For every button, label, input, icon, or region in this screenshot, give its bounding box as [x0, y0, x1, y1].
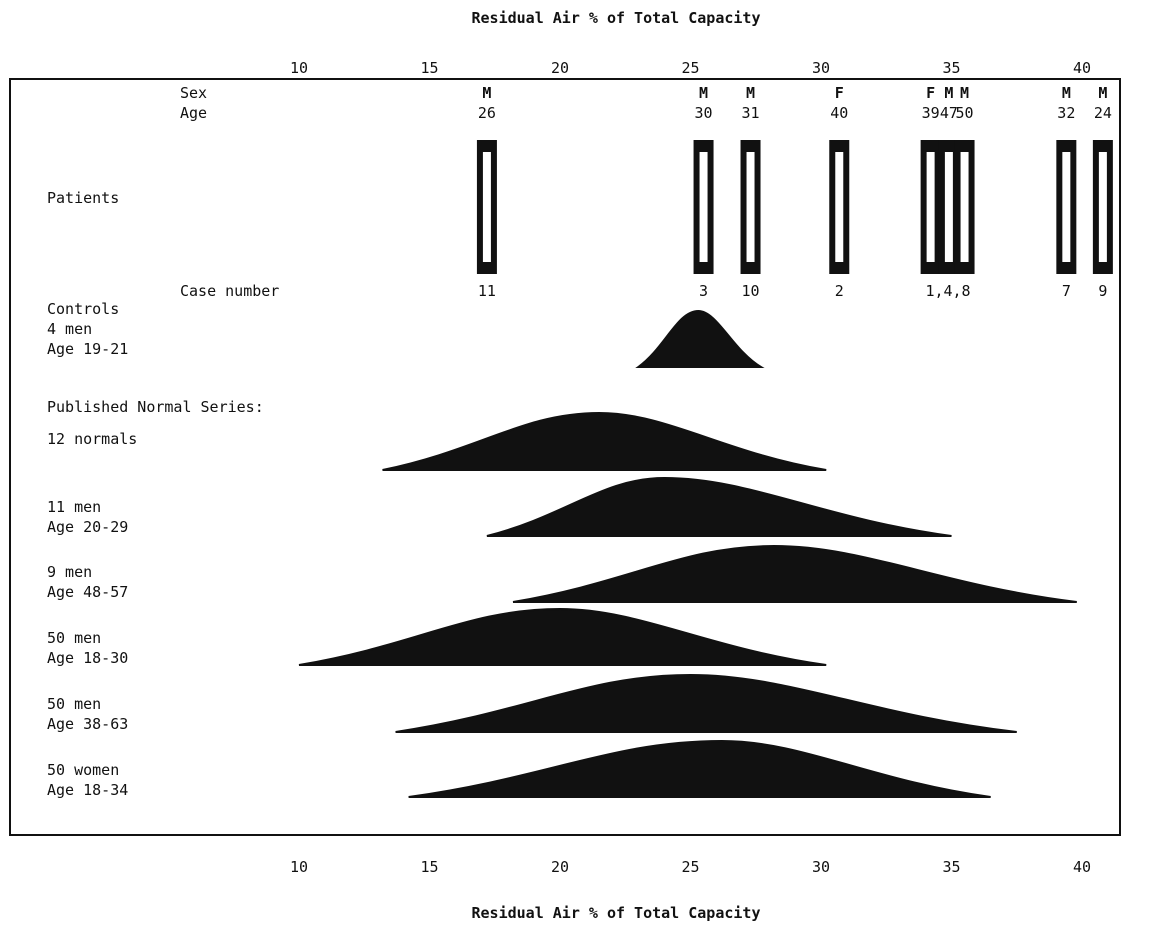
patient-bar-inner [960, 152, 969, 262]
series-label: 12 normals [47, 430, 137, 448]
patient-age: 40 [830, 104, 848, 122]
series-label: Age 20-29 [47, 518, 128, 536]
case-number-label: 1,4,8 [925, 282, 970, 300]
patient-bar: F 39 [920, 84, 941, 274]
patient-bar: F 40 [829, 84, 850, 274]
patient-age: 26 [478, 104, 496, 122]
row-label-age: Age [180, 104, 207, 122]
patient-age: 39 [922, 104, 940, 122]
series-shape-group: 50 women Age 18-34 [47, 739, 991, 799]
case-number-label: 9 [1098, 282, 1107, 300]
patient-sex: M [746, 84, 755, 102]
axis-title-bottom: Residual Air % of Total Capacity [472, 904, 761, 922]
series-hump [395, 673, 1017, 733]
patient-bar: M 50 [954, 84, 975, 274]
series-hump [635, 309, 765, 368]
series-hump [298, 607, 827, 666]
patient-bar-inner [1098, 152, 1107, 262]
case-number-label: 2 [835, 282, 844, 300]
series-label: 4 men [47, 320, 92, 338]
series-shape-group: 9 men Age 48-57 [47, 544, 1077, 603]
patient-age: 32 [1057, 104, 1075, 122]
patient-bar-inner [1062, 152, 1071, 262]
patient-sex: M [960, 84, 969, 102]
tick-label-top: 10 [290, 59, 308, 77]
series-label: 11 men [47, 498, 101, 516]
patient-bar-inner [746, 152, 755, 262]
patient-bar: M 47 [938, 84, 959, 274]
patient-age: 30 [695, 104, 713, 122]
patient-age: 47 [940, 104, 958, 122]
series-label: Age 48-57 [47, 583, 128, 601]
row-label-patients: Patients [47, 189, 119, 207]
series-label: 50 men [47, 629, 101, 647]
series-label: Age 18-34 [47, 781, 128, 799]
patient-bar: M 32 [1056, 84, 1077, 274]
patient-sex: M [1098, 84, 1107, 102]
series-label: Age 18-30 [47, 649, 128, 667]
patient-bar: M 24 [1092, 84, 1113, 274]
series-hump [382, 411, 827, 471]
patient-bar: M 31 [740, 84, 761, 274]
tick-label-bottom: 20 [551, 858, 569, 876]
tick-label-top: 40 [1073, 59, 1091, 77]
series-hump [408, 739, 991, 798]
patient-sex: M [699, 84, 708, 102]
series-hump [486, 476, 952, 537]
row-label-case-number: Case number [180, 282, 279, 300]
tick-label-top: 20 [551, 59, 569, 77]
series-hump [512, 544, 1077, 603]
case-number-label: 10 [741, 282, 759, 300]
series-label: Age 19-21 [47, 340, 128, 358]
tick-label-top: 25 [681, 59, 699, 77]
series-shape-group: 11 men Age 20-29 [47, 476, 952, 537]
series-shape-group: Controls 4 men Age 19-21 [47, 300, 765, 368]
case-number-label: 11 [478, 282, 496, 300]
patient-sex: M [944, 84, 953, 102]
series-shape-group: 50 men Age 38-63 [47, 673, 1017, 733]
tick-label-bottom: 30 [812, 858, 830, 876]
tick-label-bottom: 35 [942, 858, 960, 876]
tick-label-bottom: 25 [681, 858, 699, 876]
tick-label-bottom: 15 [420, 858, 438, 876]
patient-bar-inner [699, 152, 708, 262]
series-label: 50 women [47, 761, 119, 779]
plot-frame [9, 78, 1121, 836]
patient-bar-inner [835, 152, 844, 262]
series-shape-group: 12 normals [47, 411, 827, 471]
row-label-published: Published Normal Series: [47, 398, 264, 416]
series-shape-group: 50 men Age 18-30 [47, 607, 827, 667]
tick-label-top: 30 [812, 59, 830, 77]
patient-age: 31 [741, 104, 759, 122]
axis-title-top: Residual Air % of Total Capacity [472, 9, 761, 27]
row-label-sex: Sex [180, 84, 207, 102]
series-label: 9 men [47, 563, 92, 581]
patient-bar-inner [926, 152, 935, 262]
case-number-label: 7 [1062, 282, 1071, 300]
patient-bar: M 30 [693, 84, 714, 274]
tick-label-top: 15 [420, 59, 438, 77]
patient-bar-inner [944, 152, 953, 262]
patient-sex: F [835, 84, 844, 102]
series-label: Controls [47, 300, 119, 318]
tick-label-bottom: 10 [290, 858, 308, 876]
patient-sex: F [926, 84, 935, 102]
patient-sex: M [1062, 84, 1071, 102]
patient-bar-inner [482, 152, 491, 262]
tick-label-bottom: 40 [1073, 858, 1091, 876]
series-label: 50 men [47, 695, 101, 713]
patient-age: 50 [956, 104, 974, 122]
case-number-label: 3 [699, 282, 708, 300]
patient-bar: M 26 [476, 84, 497, 274]
series-label: Age 38-63 [47, 715, 128, 733]
patient-sex: M [482, 84, 491, 102]
tick-label-top: 35 [942, 59, 960, 77]
patient-age: 24 [1094, 104, 1112, 122]
